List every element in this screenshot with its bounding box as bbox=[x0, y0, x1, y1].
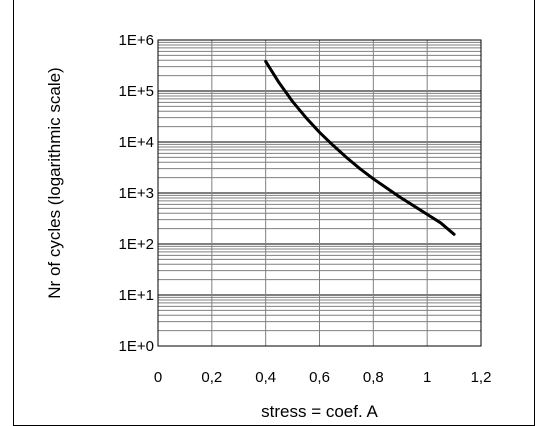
y-tick-label: 1E+2 bbox=[119, 236, 154, 253]
x-tick-labels: 0 0,2 0,4 0,6 0,8 1 1,2 bbox=[154, 369, 492, 386]
grid bbox=[157, 39, 482, 347]
y-tick-label: 1E+0 bbox=[119, 338, 154, 355]
x-tick-label: 0 bbox=[154, 369, 162, 386]
x-tick-label: 0,6 bbox=[309, 369, 330, 386]
y-tick-label: 1E+3 bbox=[119, 185, 154, 202]
y-tick-label: 1E+5 bbox=[119, 83, 154, 100]
x-tick-label: 0,4 bbox=[255, 369, 276, 386]
x-axis-label: stress = coef. A bbox=[261, 402, 378, 421]
x-tick-label: 0,8 bbox=[363, 369, 384, 386]
plot-area-border bbox=[157, 39, 482, 347]
x-tick-label: 1 bbox=[423, 369, 431, 386]
y-tick-label: 1E+4 bbox=[119, 134, 154, 151]
series-line bbox=[264, 59, 456, 236]
y-tick-labels: 1E+0 1E+1 1E+2 1E+3 1E+4 1E+5 1E+6 bbox=[119, 32, 154, 355]
y-tick-label: 1E+1 bbox=[119, 287, 154, 304]
x-tick-label: 0,2 bbox=[201, 369, 222, 386]
y-axis-label: Nr of cycles (logarithmic scale) bbox=[45, 67, 64, 298]
y-tick-label: 1E+6 bbox=[119, 32, 154, 49]
x-tick-label: 1,2 bbox=[471, 369, 492, 386]
